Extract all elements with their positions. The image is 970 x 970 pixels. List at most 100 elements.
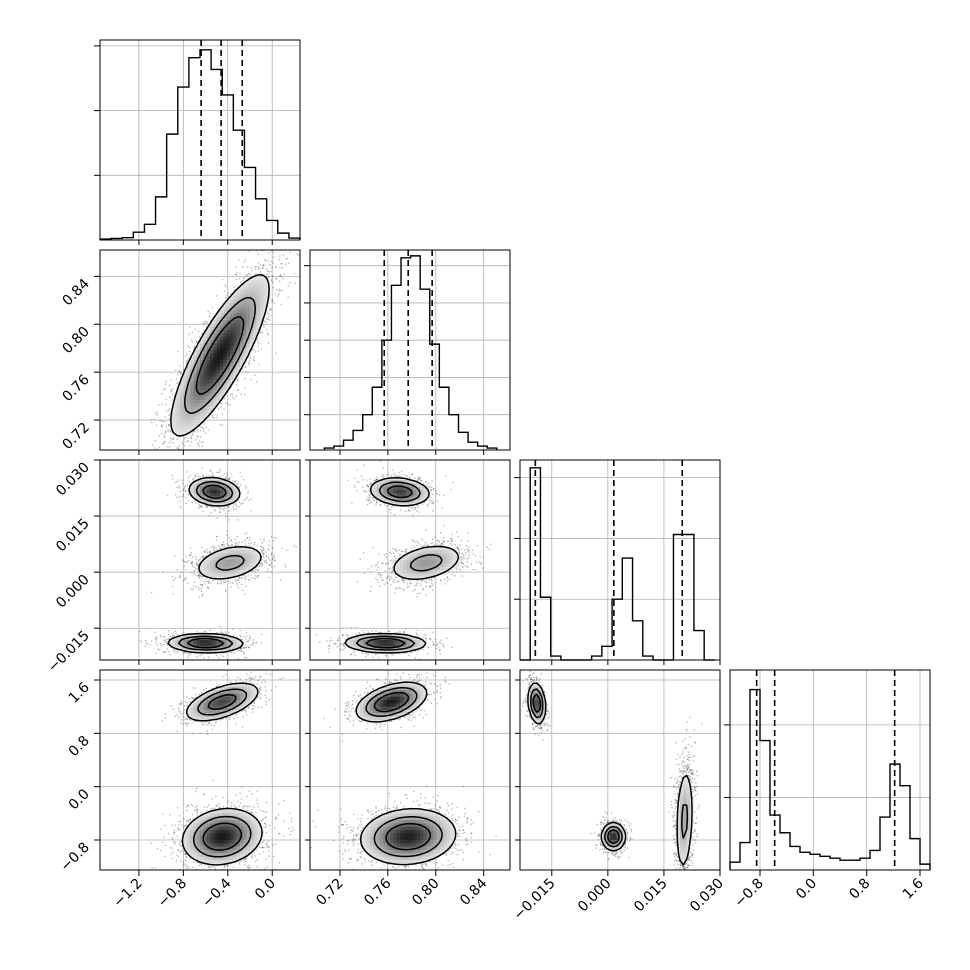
density-cell	[226, 816, 231, 821]
sample-point	[441, 542, 443, 545]
sample-point	[245, 657, 247, 659]
density-cell	[213, 383, 217, 387]
sample-point	[190, 562, 193, 565]
density-cell	[246, 833, 251, 837]
sample-point	[184, 853, 186, 855]
sample-point	[172, 593, 175, 595]
sample-point	[174, 555, 176, 557]
sample-point	[270, 689, 273, 691]
sample-point	[248, 499, 250, 501]
sample-point	[182, 444, 185, 446]
sample-point	[244, 709, 246, 711]
sample-point	[386, 868, 389, 870]
sample-point	[177, 807, 179, 809]
density-cell	[240, 303, 244, 307]
density-cell	[223, 376, 227, 381]
sample-point	[252, 704, 254, 707]
density-cell	[203, 836, 207, 841]
sample-point	[204, 583, 206, 585]
sample-point	[345, 702, 347, 705]
sample-point	[235, 395, 237, 397]
sample-point	[429, 489, 432, 491]
sample-point	[380, 475, 383, 478]
sample-point	[381, 729, 383, 731]
sample-point	[403, 865, 405, 868]
sample-point	[409, 476, 411, 479]
density-cell	[420, 553, 424, 557]
sample-point	[238, 576, 241, 579]
sample-point	[440, 639, 442, 641]
density-cell	[230, 850, 234, 854]
density-cell	[183, 640, 187, 644]
sample-point	[404, 474, 406, 476]
sample-point	[380, 504, 382, 506]
sample-point	[431, 490, 433, 492]
sample-point	[458, 835, 460, 837]
density-cell	[380, 646, 384, 651]
sample-point	[173, 650, 176, 652]
sample-point	[423, 633, 425, 636]
sample-point	[423, 636, 425, 638]
density-cell	[220, 570, 224, 574]
sample-point	[456, 547, 459, 549]
density-cell	[203, 650, 207, 654]
sample-point	[206, 470, 207, 471]
sample-point	[434, 803, 436, 805]
density-cell	[243, 313, 247, 317]
sample-point	[204, 630, 206, 633]
sample-point	[249, 545, 251, 547]
sample-point	[338, 850, 340, 852]
sample-point	[197, 330, 200, 332]
density-cell	[230, 836, 234, 841]
density-cell	[190, 640, 194, 644]
sample-point	[355, 860, 358, 862]
sample-point	[243, 499, 245, 501]
density-cell	[383, 643, 387, 647]
sample-point	[370, 585, 372, 588]
sample-point	[454, 842, 456, 845]
sample-point	[268, 846, 270, 848]
density-cell	[360, 640, 364, 644]
sample-point	[178, 707, 180, 709]
sample-point	[237, 389, 240, 391]
sample-point	[189, 444, 191, 446]
sample-point	[351, 703, 354, 705]
sample-point	[431, 538, 434, 541]
density-cell	[220, 813, 224, 817]
sample-point	[215, 720, 217, 723]
density-cell	[433, 556, 437, 561]
sample-point	[436, 868, 438, 870]
density-cell	[243, 683, 247, 687]
sample-point	[201, 505, 203, 507]
sample-point	[391, 653, 393, 656]
sample-point	[209, 551, 211, 553]
sample-point	[244, 858, 247, 860]
sample-point	[461, 562, 464, 564]
density-cell	[246, 310, 251, 314]
sample-point	[226, 543, 228, 545]
sample-point	[260, 238, 261, 239]
sample-point	[427, 482, 429, 484]
sample-point	[254, 268, 257, 270]
sample-point	[264, 560, 266, 562]
sample-point	[197, 443, 199, 445]
contour-level-0	[181, 682, 263, 866]
sample-point	[447, 865, 449, 867]
sample-point	[395, 550, 398, 553]
density-cell	[200, 396, 204, 401]
density-cell	[203, 840, 207, 844]
density-cell	[233, 706, 237, 711]
density-cell	[446, 566, 451, 571]
sample-point	[416, 540, 418, 543]
sample-point	[249, 536, 251, 539]
density-cell	[453, 553, 457, 557]
sample-point	[234, 542, 237, 544]
sample-point	[216, 517, 219, 519]
sample-point	[203, 794, 205, 796]
sample-point	[221, 632, 223, 634]
density-cell	[446, 550, 451, 554]
sample-point	[394, 560, 396, 562]
sample-point	[178, 371, 180, 373]
density-cell	[206, 390, 211, 394]
sample-point	[172, 388, 174, 390]
